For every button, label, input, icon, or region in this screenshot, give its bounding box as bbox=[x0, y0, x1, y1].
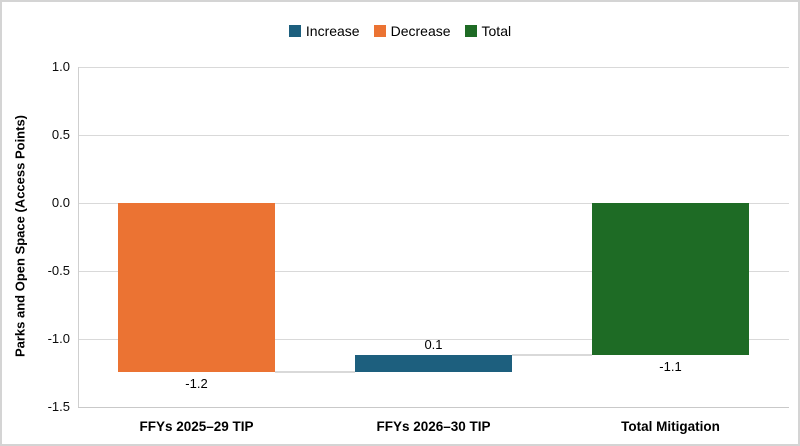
increase-swatch-icon bbox=[288, 25, 301, 37]
legend-item-increase: Increase bbox=[288, 23, 360, 39]
legend-item-total: Total bbox=[464, 23, 512, 39]
bar-decrease bbox=[118, 203, 275, 373]
x-axis-line bbox=[78, 406, 789, 408]
data-label: 0.1 bbox=[424, 336, 443, 352]
gridline bbox=[78, 66, 789, 68]
y-tick-label: -1.0 bbox=[47, 331, 70, 346]
y-tick-label: 1.0 bbox=[51, 59, 70, 74]
legend-item-decrease: Decrease bbox=[373, 23, 451, 39]
y-axis-line bbox=[78, 67, 79, 407]
y-tick-label: 0.0 bbox=[51, 195, 70, 210]
data-label: -1.2 bbox=[185, 376, 208, 392]
total-swatch-icon bbox=[464, 25, 477, 37]
gridline bbox=[78, 202, 789, 204]
x-category-label: FFYs 2026–30 TIP bbox=[376, 419, 491, 434]
gridline bbox=[78, 338, 789, 340]
bar-increase bbox=[355, 354, 512, 373]
legend-label: Increase bbox=[305, 23, 360, 39]
legend-label: Total bbox=[481, 23, 512, 39]
gridline bbox=[78, 134, 789, 136]
y-tick-label: -0.5 bbox=[47, 263, 70, 278]
legend-label: Decrease bbox=[390, 23, 451, 39]
chart-legend: Increase Decrease Total bbox=[2, 22, 798, 40]
waterfall-connector-line bbox=[275, 371, 355, 374]
decrease-swatch-icon bbox=[373, 25, 386, 37]
gridline bbox=[78, 270, 789, 272]
x-category-label: FFYs 2025–29 TIP bbox=[139, 419, 254, 434]
bar-total bbox=[592, 203, 749, 355]
y-axis-title: Parks and Open Space (Access Points) bbox=[12, 114, 28, 358]
data-label: -1.1 bbox=[659, 358, 682, 374]
x-category-label: Total Mitigation bbox=[621, 419, 720, 434]
waterfall-connector-line bbox=[512, 353, 592, 356]
y-tick-label: 0.5 bbox=[51, 127, 70, 142]
y-tick-label: -1.5 bbox=[47, 399, 70, 414]
